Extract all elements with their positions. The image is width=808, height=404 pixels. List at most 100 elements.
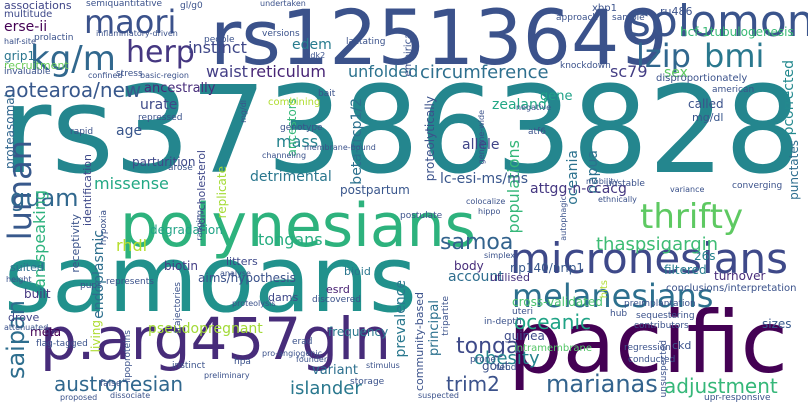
word-account: account [448,269,504,285]
word-bait: bait [318,89,336,99]
word-variance: variance [670,185,705,194]
word-mobility: mobility [586,177,619,186]
word-prolactin: prolactin [34,33,74,43]
word-meta: meta [30,325,62,339]
word-grip1: grip1 [4,49,36,63]
word-variant: variant [312,363,358,378]
word-prevalence: prevalence [393,280,409,358]
word-recruitment: recruitment [4,59,69,72]
word-conducted: conducted [628,355,676,365]
word-samoa: samoa [440,230,514,255]
word-community-based: community-based [413,292,426,392]
word-ru486: ru486 [660,5,693,18]
word-proposed: proposed [60,393,98,402]
word-samoans: samoans [4,226,417,333]
word-trim2: trim2 [446,372,500,396]
word-mg-dl-small: mg/dl [239,100,248,123]
word-filtered: filtered [664,263,707,277]
word-detrimental: detrimental [250,169,332,185]
word-knockdown: knockdown [560,61,611,71]
word-autophagic: autophagic [559,196,568,241]
word-oceanic: oceanic [514,310,592,334]
word-receptivity: receptivity [69,214,82,273]
word-stress: stress [116,69,143,79]
word-turnover: turnover [714,269,766,283]
word-identification: identification [81,154,94,226]
word-urate: urate [140,97,178,113]
word-postulate: postulate [400,211,443,221]
word-in-depth: in-depth [484,317,522,327]
word-ranging: ranging [195,210,204,241]
word-parturition: parturition [132,155,196,169]
word-obesity: obesity [474,348,540,369]
word-guinea: guinea [504,329,545,343]
word-lipoproteins: lipoproteins [123,330,133,383]
word-half-site: half-site [4,37,36,46]
word-pro-angiogenic: pro-angiogenic [262,349,322,358]
word-austronesian: austronesian [54,372,184,396]
word-aotearoa: aotearoa/new [4,78,142,102]
word-erse-ii: erse-ii [4,19,48,35]
word-26s: 26s [694,249,716,263]
word-tongans: tongans [258,230,323,249]
word-repressed: repressed [138,113,183,123]
word-rapid: rapid [70,127,94,137]
word-sex: sex [664,65,688,81]
word-reticulum: reticulum [250,62,326,81]
word-circumference: circumference [420,62,549,83]
word-biotin: biotin [164,259,198,273]
word-dams: dams [268,291,299,304]
word-discovered: discovered [312,295,361,305]
word-upr-responsive: upr-responsive [704,393,771,403]
word-frequency: frequency [328,325,389,339]
word-flag-tagged: flag-tagged [36,339,88,349]
word-basic-region: basic-region [140,71,189,80]
word-invaluable: invaluable [4,67,51,77]
word-glg0: gl/g0 [180,1,203,11]
word-edem: edem [292,37,332,53]
word-ancestrally: ancestrally [144,81,216,96]
word-beta-trcp: beta-trcp1/2 [349,98,365,185]
word-false: false [100,379,122,389]
word-preliminary: preliminary [204,371,250,380]
word-called: called [688,97,724,111]
word-xbp1: xbp1 [592,3,617,14]
word-thrifty: thrifty [640,197,744,237]
word-mass: mass [276,132,319,151]
word-hippo: hippo [478,207,501,216]
word-contributors: contributors [634,321,689,331]
word-disproportionately: disproportionately [656,73,748,84]
word-rhdl: rhdl [116,236,148,255]
word-utilised: utilised [490,271,530,284]
word-guam: guam [10,184,79,212]
word-esrd: esrd [326,283,350,296]
word-preimplantation: preimplantation [624,299,696,309]
word-islander: islander [290,378,362,399]
word-empirical: empirical [403,30,414,77]
word-semiquantitative: semiquantitative [86,0,163,9]
word-approach: approach [556,13,599,23]
word-channeling: channeling [262,151,307,160]
word-litters: litters [226,255,258,268]
word-allele: allele [462,137,500,153]
word-arose: arose [168,163,193,173]
word-converging: converging [732,181,783,191]
word-rs373863828: rs373863828 [2,62,801,201]
word-gout: gout [482,359,510,373]
word-aims: aims/hypothesis [198,271,296,285]
word-waist: waist [206,62,248,81]
word-tonga: tonga [456,334,520,359]
word-drove: drove [8,311,40,324]
word-unsuspected: unsuspected [659,340,669,398]
word-pcorrected: pcorrected [781,60,797,136]
word-built: built [24,287,51,301]
word-tend: tend [496,363,517,373]
word-conclusions: conclusions/interpretation [666,283,797,294]
word-proteasomal: proteasomal [3,94,17,170]
word-rs12513649: rs12513649 [210,0,668,82]
word-unfolded: unfolded [348,62,419,81]
word-intramembrane: intramembrane [514,343,592,354]
word-ckd: ckd [672,339,692,352]
word-gene: gene [540,89,573,104]
word-erad: erad [292,337,313,347]
